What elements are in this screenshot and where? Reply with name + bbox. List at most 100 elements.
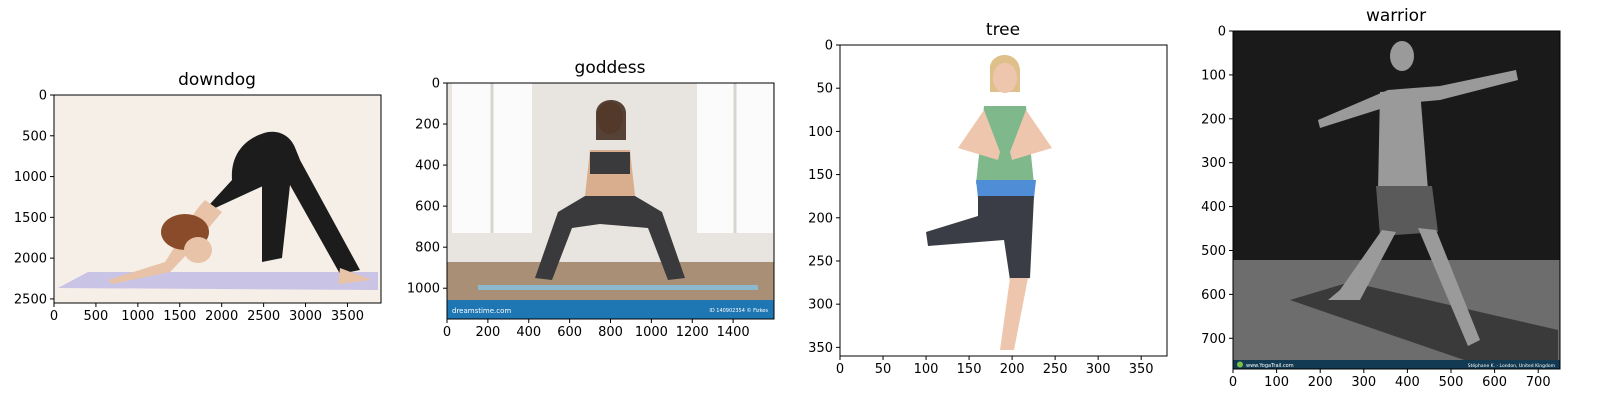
axes-frame [1232, 30, 1561, 370]
legs-pants [262, 132, 360, 274]
x-tick-label: 0 [836, 362, 844, 377]
x-tick-label: 3500 [331, 309, 364, 324]
y-tick-label: 700 [1201, 332, 1226, 347]
panel-title-goddess: goddess [574, 58, 646, 78]
panel-title-warrior: warrior [1365, 6, 1427, 26]
y-axis-tree: 0 50 100 150 200 250 300 350 [808, 39, 840, 356]
y-axis-warrior: 0 100 200 300 400 500 600 700 [1201, 25, 1233, 347]
feet [338, 268, 372, 284]
head [1390, 41, 1414, 71]
y-tick-label: 2500 [14, 292, 47, 307]
y-tick-label: 200 [1201, 112, 1226, 127]
y-tick-label: 400 [415, 159, 440, 174]
x-tick-label: 1000 [635, 325, 668, 340]
blue-waistband [976, 180, 1036, 198]
x-tick-label: 400 [516, 325, 541, 340]
x-tick-label: 350 [1129, 362, 1154, 377]
y-tick-label: 2000 [14, 252, 47, 267]
x-axis-goddess: 0 200 400 600 800 1000 1200 1400 [443, 319, 750, 340]
y-tick-label: 50 [816, 82, 833, 97]
x-tick-label: 300 [1086, 362, 1111, 377]
x-tick-label: 1500 [163, 309, 196, 324]
x-tick-label: 300 [1351, 375, 1376, 390]
x-axis-tree: 0 50 100 150 200 250 300 350 [836, 356, 1154, 377]
y-tick-label: 0 [825, 39, 833, 54]
y-tick-label: 300 [1201, 156, 1226, 171]
back-leg [1418, 228, 1480, 346]
x-tick-label: 600 [557, 325, 582, 340]
x-tick-label: 100 [1264, 375, 1289, 390]
x-tick-label: 500 [84, 309, 109, 324]
left-arm [958, 110, 1000, 160]
yoga-mat [1290, 282, 1558, 362]
photo-goddess: dreamstime.com ID 140902354 © Fizkes [447, 83, 774, 319]
leaf-icon [1237, 361, 1243, 368]
torso [1378, 90, 1428, 192]
y-tick-label: 350 [808, 341, 833, 356]
green-top [976, 106, 1034, 184]
legs-leggings [535, 196, 685, 280]
axes-frame [839, 44, 1168, 357]
image-panel-goddess: dreamstime.com ID 140902354 © Fizkes 0 20… [407, 77, 775, 340]
head [184, 237, 212, 263]
shorts [1376, 186, 1438, 236]
x-tick-label: 800 [598, 325, 623, 340]
x-tick-label: 200 [475, 325, 500, 340]
x-axis-warrior: 0 100 200 300 400 500 600 700 [1229, 369, 1551, 390]
x-tick-label: 1400 [717, 325, 750, 340]
y-tick-label: 100 [1201, 68, 1226, 83]
y-tick-label: 1000 [14, 170, 47, 185]
watermark-right-text: ID 140902354 © Fizkes [709, 307, 768, 314]
y-tick-label: 0 [39, 89, 47, 104]
photo-downdog [54, 95, 381, 303]
y-tick-label: 1500 [14, 211, 47, 226]
x-tick-label: 0 [50, 309, 58, 324]
x-tick-label: 2500 [247, 309, 280, 324]
panel-title-downdog: downdog [178, 70, 256, 90]
y-tick-label: 500 [22, 129, 47, 144]
watermark-left-text: dreamstime.com [452, 307, 511, 315]
x-tick-label: 400 [1395, 375, 1420, 390]
y-tick-label: 600 [415, 200, 440, 215]
watermark-banner [447, 300, 774, 319]
watermark-banner [1233, 360, 1560, 369]
x-tick-label: 1200 [676, 325, 709, 340]
y-tick-label: 100 [808, 125, 833, 140]
right-arm [1010, 110, 1052, 160]
y-axis-goddess: 0 200 400 600 800 1000 [407, 77, 447, 297]
x-tick-label: 0 [1229, 375, 1237, 390]
front-leg [1328, 230, 1396, 300]
x-tick-label: 200 [1308, 375, 1333, 390]
y-tick-label: 200 [808, 211, 833, 226]
x-tick-label: 2000 [205, 309, 238, 324]
standing-leg [1000, 278, 1028, 350]
y-tick-label: 300 [808, 298, 833, 313]
photo-warrior: www.YogaTrail.com Stéphane K. - London, … [1233, 31, 1560, 369]
y-tick-label: 500 [1201, 244, 1226, 259]
axes-frame [53, 94, 382, 304]
x-tick-label: 3000 [289, 309, 322, 324]
y-tick-label: 0 [432, 77, 440, 92]
x-axis-downdog: 0 500 1000 1500 2000 2500 3000 3500 [50, 303, 364, 324]
capri-pants [926, 196, 1034, 280]
y-tick-label: 800 [415, 241, 440, 256]
floor [447, 262, 774, 300]
image-panel-warrior: www.YogaTrail.com Stéphane K. - London, … [1201, 25, 1561, 390]
x-tick-label: 250 [1043, 362, 1068, 377]
y-tick-label: 200 [415, 118, 440, 133]
y-tick-label: 250 [808, 254, 833, 269]
y-tick-label: 0 [1218, 25, 1226, 40]
x-tick-label: 50 [875, 362, 892, 377]
y-tick-label: 1000 [407, 282, 440, 297]
x-tick-label: 700 [1526, 375, 1551, 390]
panel-title-tree: tree [985, 20, 1021, 40]
watermark-left-text: www.YogaTrail.com [1246, 363, 1294, 369]
x-tick-label: 100 [914, 362, 939, 377]
head [993, 63, 1017, 93]
hair [596, 100, 626, 140]
image-panel-downdog: 0 500 1000 1500 2000 2500 3000 3500 0 500 1000 150… [14, 89, 382, 324]
watermark-right-text: Stéphane K. - London, United Kingdom [1468, 362, 1555, 369]
y-tick-label: 150 [808, 168, 833, 183]
yoga-mat [478, 285, 758, 290]
